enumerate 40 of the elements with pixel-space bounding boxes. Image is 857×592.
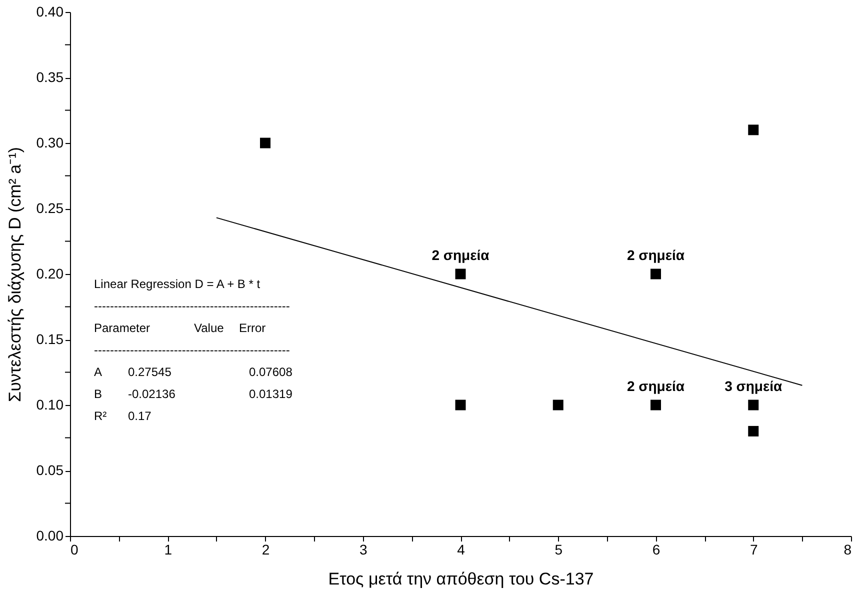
- x-tick-label: 7: [750, 542, 758, 558]
- annotation: 2 σημεία: [626, 247, 685, 263]
- x-tick-label: 5: [554, 542, 563, 558]
- y-tick-label: 0.30: [36, 134, 64, 150]
- y-axis-title: Συντελεστής διάχυσης D (cm² a⁻¹): [5, 147, 24, 402]
- point: [260, 138, 270, 148]
- x-tick-label: 4: [457, 542, 466, 558]
- annotation: Linear Regression D = A + B * t: [94, 277, 261, 291]
- text: A 0.27545 0.07608: [94, 365, 292, 379]
- y-tick-label: 0.00: [36, 528, 64, 544]
- x-tick-label: 6: [652, 542, 660, 558]
- point: [455, 268, 466, 280]
- annotation: 2 σημεία: [626, 378, 685, 394]
- x-tick-label: 0: [70, 542, 78, 558]
- annotation: 3 σημεία: [724, 378, 783, 394]
- point: [748, 124, 759, 136]
- annotation: 2 σημεία: [432, 247, 490, 263]
- x-tick-label: 8: [844, 542, 852, 558]
- point: [650, 400, 661, 410]
- annotation: -------------------------------------------------: [94, 299, 290, 313]
- y-tick-label: 0.10: [36, 396, 64, 412]
- y-tick-label: 0.40: [36, 4, 64, 20]
- y-tick-label: 0.05: [36, 462, 64, 478]
- text: Parameter Value Error: [94, 321, 266, 335]
- x-tick-label: 3: [359, 542, 368, 558]
- point: [552, 400, 564, 410]
- point: [748, 426, 759, 436]
- y-tick-label: 0.35: [36, 69, 64, 85]
- y-tick-label: 0.15: [36, 331, 64, 347]
- x-tick-label: 1: [164, 542, 172, 558]
- point: [455, 400, 466, 410]
- x-axis-title: Ετος μετά την απόθεση του Cs-137: [328, 570, 594, 588]
- point: [748, 400, 759, 410]
- annotation: -------------------------------------------------: [94, 343, 290, 357]
- text: B -0.02136 0.01319: [94, 387, 292, 401]
- y-tick-label: 0.25: [36, 200, 64, 216]
- y-tick-label: 0.20: [36, 266, 64, 282]
- x-tick-label: 2: [262, 542, 270, 558]
- point: [650, 268, 661, 280]
- text: R² 0.17: [94, 409, 152, 423]
